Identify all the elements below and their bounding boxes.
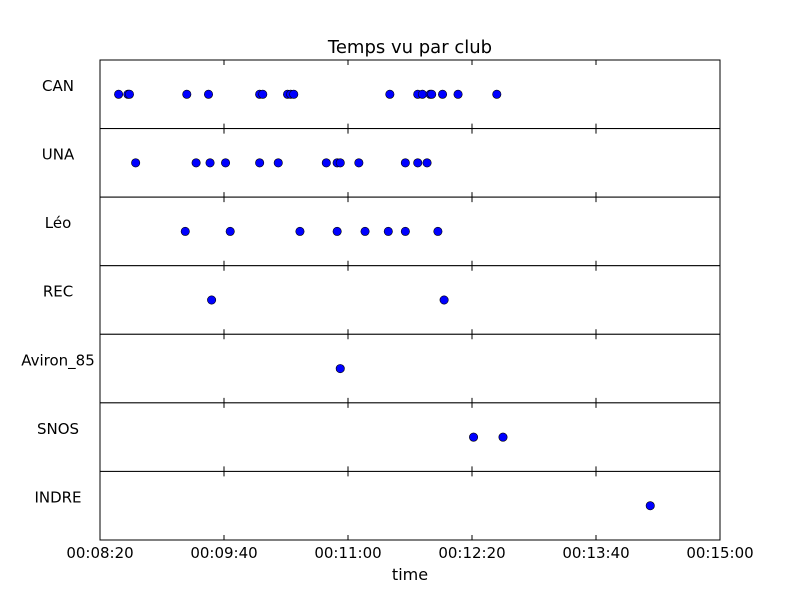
panel-label: Aviron_85 <box>21 351 95 370</box>
panel-léo: Léo <box>45 196 721 267</box>
data-point <box>354 158 364 168</box>
panel-label: UNA <box>42 146 75 164</box>
data-point <box>427 89 437 99</box>
chart-title: Temps vu par club <box>327 37 492 58</box>
data-point <box>124 89 134 99</box>
data-point <box>207 295 217 305</box>
panel-aviron_85: Aviron_85 <box>21 333 721 404</box>
data-point <box>439 295 449 305</box>
panel-frame <box>99 333 721 404</box>
data-point <box>422 158 432 168</box>
panel-label: REC <box>43 283 73 301</box>
panel-label: Léo <box>45 214 72 232</box>
data-point <box>469 432 479 442</box>
panel-frame <box>99 128 721 198</box>
x-tick-labels: 00:08:20 00:09:40 00:11:00 00:12:20 00:13:40… <box>66 544 753 562</box>
data-point <box>289 89 299 99</box>
panel-label: SNOS <box>37 420 79 438</box>
x-tick-label: 00:12:20 <box>438 544 505 562</box>
x-tick-label: 00:15:00 <box>686 544 753 562</box>
data-point <box>204 89 214 99</box>
data-point <box>400 226 410 236</box>
data-point <box>131 158 141 168</box>
data-point <box>360 226 370 236</box>
data-point <box>258 89 268 99</box>
panel-snos: SNOS <box>37 402 721 472</box>
data-point <box>114 89 124 99</box>
data-point <box>492 89 502 99</box>
data-point <box>413 158 423 168</box>
panel-frame <box>99 59 721 130</box>
data-point <box>225 226 235 236</box>
panel-frame <box>99 402 721 472</box>
data-point <box>433 226 443 236</box>
data-point <box>383 226 393 236</box>
data-point <box>417 89 427 99</box>
panel-frame <box>99 196 721 267</box>
panel-una: UNA <box>42 128 721 198</box>
panel-frame <box>99 265 721 335</box>
data-point <box>335 158 345 168</box>
data-point <box>645 501 655 511</box>
panel-label: CAN <box>42 77 74 95</box>
data-point <box>321 158 331 168</box>
data-point <box>191 158 201 168</box>
data-point <box>400 158 410 168</box>
panels-group: CAN UNA Léo REC Aviron_85 SNOS INDRE <box>21 59 721 541</box>
data-point <box>385 89 395 99</box>
data-point <box>498 432 508 442</box>
data-point <box>221 158 231 168</box>
data-point <box>180 226 190 236</box>
x-tick-label: 00:08:20 <box>66 544 133 562</box>
x-tick-label: 00:09:40 <box>190 544 257 562</box>
data-point <box>453 89 463 99</box>
data-point <box>438 89 448 99</box>
panel-label: INDRE <box>34 488 81 506</box>
data-point <box>332 226 342 236</box>
x-tick-label: 00:11:00 <box>314 544 381 562</box>
panel-rec: REC <box>43 265 721 335</box>
panel-frame <box>99 470 721 541</box>
data-point <box>273 158 283 168</box>
data-point <box>295 226 305 236</box>
x-tick-label: 00:13:40 <box>562 544 629 562</box>
data-point <box>255 158 265 168</box>
x-axis-label: time <box>392 565 428 584</box>
panel-indre: INDRE <box>34 470 721 541</box>
data-point <box>182 89 192 99</box>
panel-can: CAN <box>42 59 721 130</box>
data-point <box>205 158 215 168</box>
data-point <box>335 364 345 374</box>
